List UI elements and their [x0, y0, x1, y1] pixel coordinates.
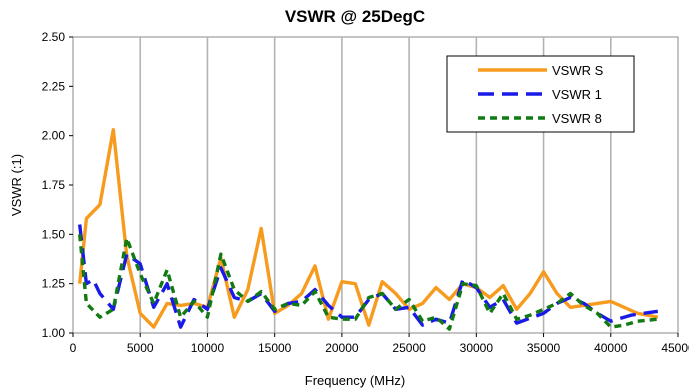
x-tick-label: 30000: [460, 341, 494, 355]
legend-label-vswr-s: VSWR S: [552, 63, 604, 78]
x-axis-label: Frequency (MHz): [305, 373, 405, 388]
x-tick-label: 25000: [392, 341, 426, 355]
y-axis-label: VSWR (:1): [9, 154, 24, 216]
legend-label-vswr-1: VSWR 1: [552, 87, 602, 102]
x-tick-label: 20000: [325, 341, 359, 355]
legend-label-vswr-8: VSWR 8: [552, 111, 602, 126]
y-tick-label: 1.00: [42, 326, 66, 340]
y-tick-label: 2.50: [42, 30, 66, 44]
series-line-vswr-8: [78, 234, 658, 331]
y-tick-label: 1.50: [42, 227, 66, 241]
series-layer: [78, 127, 659, 331]
x-tick-label: 10000: [191, 341, 225, 355]
legend: VSWR S VSWR 1 VSWR 8: [446, 55, 635, 133]
y-axis-ticks: 1.00 1.25 1.50 1.75 2.00 2.25 2.50: [42, 30, 73, 340]
x-tick-label: 40000: [594, 341, 628, 355]
x-tick-label: 35000: [527, 341, 561, 355]
x-axis-ticks: 0 5000 10000 15000 20000 25000 30000 35000 40000…: [70, 333, 689, 355]
series-line-vswr-s: [78, 127, 659, 329]
y-tick-label: 1.25: [42, 277, 66, 291]
y-tick-label: 1.75: [42, 178, 66, 192]
x-tick-label: 0: [70, 341, 77, 355]
chart-title: VSWR @ 25DegC: [285, 7, 425, 26]
y-tick-label: 2.25: [42, 79, 66, 93]
x-tick-label: 5000: [127, 341, 154, 355]
series-line-vswr-1: [78, 224, 659, 329]
x-tick-label: 45000: [661, 341, 689, 355]
y-tick-label: 2.00: [42, 129, 66, 143]
x-tick-label: 15000: [258, 341, 292, 355]
